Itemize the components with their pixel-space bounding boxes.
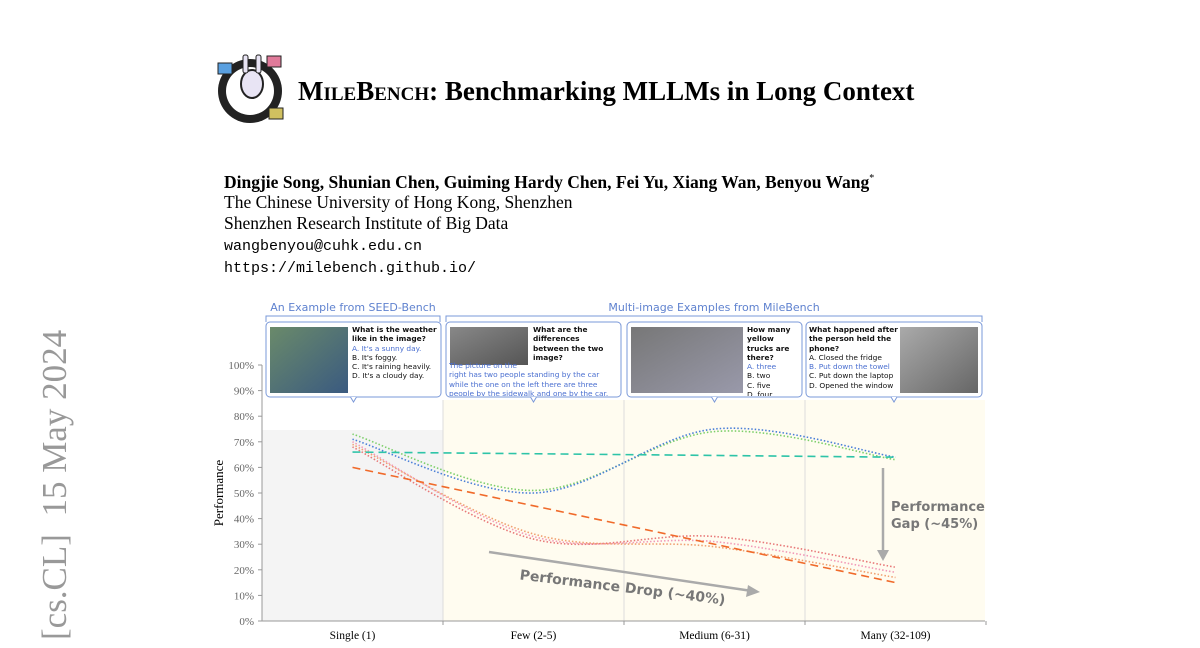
answer: The picture on the right has two people …: [449, 361, 609, 396]
y-tick-label: 20%: [234, 565, 254, 577]
bracket: [265, 315, 983, 322]
example-image: [631, 327, 743, 393]
y-tick-label: 30%: [234, 539, 254, 551]
y-tick-label: 10%: [234, 590, 254, 602]
series-line: [352, 441, 896, 574]
group-label: An Example from SEED-Bench: [270, 301, 436, 314]
authors: Dingjie Song, Shunian Chen, Guiming Hard…: [224, 172, 874, 192]
series-line: [352, 427, 896, 494]
author-mark: *: [869, 173, 874, 184]
example-image: [450, 327, 528, 365]
question: What happened after the person held the …: [809, 325, 898, 353]
option: D. four: [747, 389, 773, 396]
option: B. It's foggy.: [352, 352, 398, 362]
y-tick-label: 50%: [234, 488, 254, 500]
region-bg: [262, 430, 443, 621]
series-line: [352, 443, 896, 579]
logo: [217, 54, 284, 123]
option: B. two: [747, 371, 771, 381]
option: A. It's a sunny day.: [352, 343, 422, 353]
x-tick-label: Single (1): [330, 630, 376, 642]
example-text: How many yellow trucks are there?A. thre…: [747, 325, 799, 396]
question: What is the weather like in the image?: [352, 325, 437, 344]
option: B. Put down the towel: [809, 362, 890, 371]
example-image: [900, 327, 978, 393]
gap-annotation: Gap (~45%): [891, 517, 978, 532]
affiliation: The Chinese University of Hong Kong, She…: [224, 192, 573, 212]
example-pointer: [530, 396, 537, 403]
option: D. It's a cloudy day.: [352, 371, 425, 381]
option: C. It's raining heavily.: [352, 362, 432, 371]
y-axis-label: Performance: [211, 460, 226, 527]
option: D. Opened the window: [809, 380, 894, 390]
example-content: How many yellow trucks are there? A. thre…: [747, 325, 799, 396]
example-image: [270, 327, 348, 393]
group-label: Multi-image Examples from MileBench: [608, 301, 819, 314]
affiliation: Shenzhen Research Institute of Big Data: [224, 213, 509, 233]
y-tick-label: 90%: [234, 386, 254, 398]
example-text: What are the differences between the two…: [449, 325, 618, 396]
option: C. five: [747, 380, 771, 390]
series-line: [352, 430, 896, 492]
question: How many yellow trucks are there?: [747, 325, 791, 362]
example-text: What is the weather like in the image?A.…: [352, 325, 438, 381]
drop-arrow-head: [746, 585, 760, 597]
title-rest: : Benchmarking MLLMs in Long Context: [429, 76, 914, 106]
email: wangbenyou@cuhk.edu.cn: [224, 238, 422, 255]
example-content: What happened after the person held the …: [809, 325, 899, 390]
y-tick-label: 60%: [234, 462, 254, 474]
y-tick-label: 70%: [234, 437, 254, 449]
x-tick-label: Medium (6-31): [679, 630, 750, 642]
y-tick-label: 80%: [234, 411, 254, 423]
x-tick-label: Few (2-5): [511, 630, 557, 642]
title-name: MileBench: [298, 76, 429, 106]
trend-line: [352, 466, 896, 584]
drop-arrow: [488, 550, 753, 593]
option: A. three: [747, 362, 777, 371]
example-pointer: [890, 396, 898, 403]
y-tick-label: 0%: [239, 616, 254, 628]
gap-annotation: Performance: [891, 500, 985, 515]
example-content: What are the differences between the two…: [449, 325, 618, 396]
series-line: [352, 446, 896, 569]
paper-title: MileBench: Benchmarking MLLMs in Long Co…: [298, 76, 914, 106]
x-tick-label: Many (32-109): [861, 630, 931, 642]
option: C. Put down the laptop: [809, 371, 894, 381]
spacer: [449, 325, 529, 361]
example-pointer: [350, 396, 357, 403]
author-list: Dingjie Song, Shunian Chen, Guiming Hard…: [224, 172, 870, 192]
y-tick-label: 100%: [228, 360, 254, 372]
gap-arrow-head: [877, 550, 889, 561]
figure: An Example from SEED-Bench Multi-image E…: [211, 301, 987, 642]
option: A. Closed the fridge: [809, 352, 882, 362]
example-text: What happened after the person held the …: [809, 325, 899, 390]
url: https://milebench.github.io/: [224, 260, 476, 277]
y-tick-label: 40%: [234, 514, 254, 526]
arxiv-stamp: [cs.CL] 15 May 2024: [35, 330, 74, 640]
example-pointer: [711, 396, 718, 403]
question: What are the differences between the two…: [533, 325, 604, 362]
example-content: What is the weather like in the image? A.…: [352, 325, 438, 381]
